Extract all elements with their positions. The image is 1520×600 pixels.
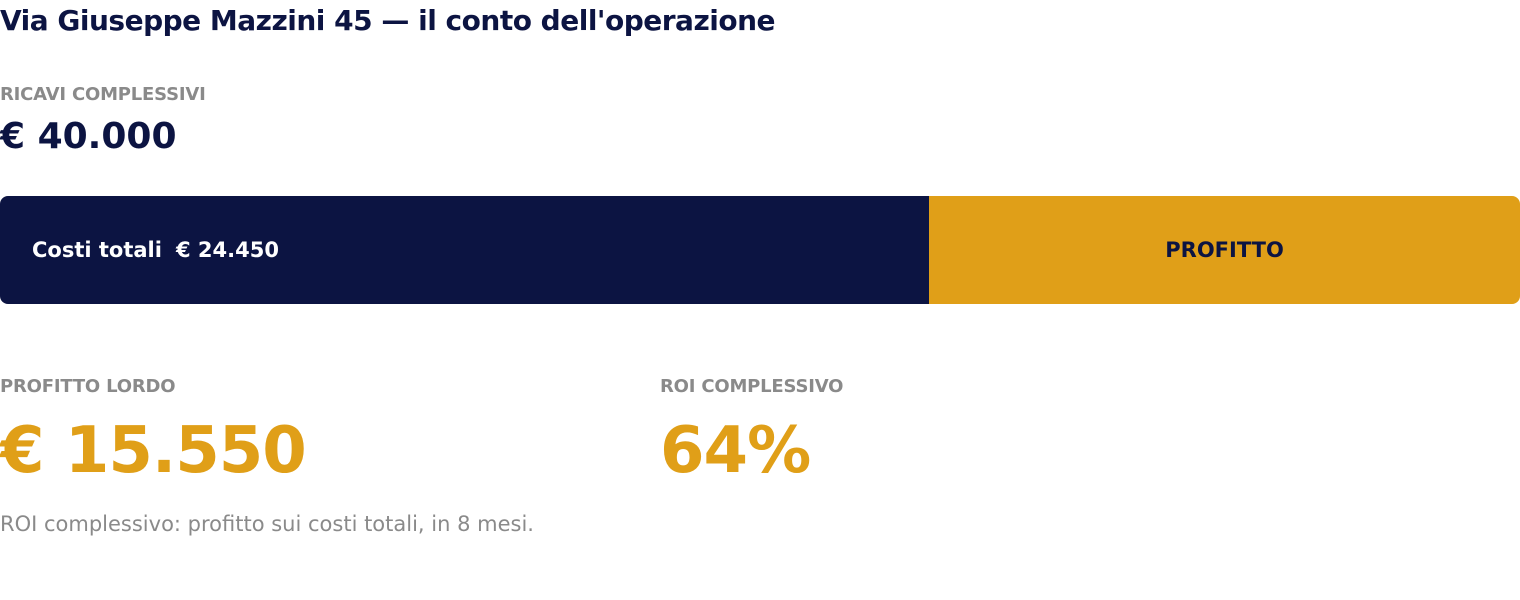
roi-footnote: ROI complessivo: profitto sui costi tota… bbox=[0, 512, 534, 536]
roi-value: 64% bbox=[660, 414, 811, 488]
profit-segment-label: PROFITTO bbox=[1165, 238, 1284, 262]
roi-label: ROI COMPLESSIVO bbox=[660, 376, 844, 397]
costs-value: € 24.450 bbox=[175, 238, 279, 262]
revenue-label: RICAVI COMPLESSIVI bbox=[0, 84, 206, 105]
costs-label: Costi totali bbox=[32, 238, 162, 262]
page-title: Via Giuseppe Mazzini 45 — il conto dell'… bbox=[0, 4, 776, 37]
revenue-value: € 40.000 bbox=[0, 116, 177, 157]
costs-segment: Costi totali € 24.450 bbox=[0, 196, 930, 304]
profit-segment: PROFITTO bbox=[929, 196, 1520, 304]
cost-profit-bar: Costi totali € 24.450 PROFITTO bbox=[0, 196, 1520, 304]
gross-profit-value: € 15.550 bbox=[0, 414, 307, 488]
gross-profit-label: PROFITTO LORDO bbox=[0, 376, 176, 397]
